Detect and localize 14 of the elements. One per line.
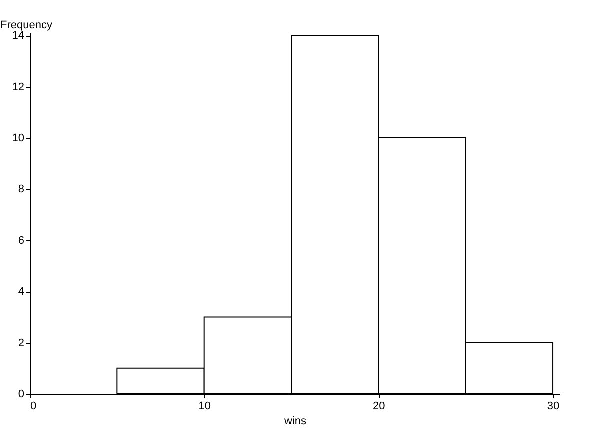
x-tick-label: 20: [373, 400, 386, 412]
y-tick-label: 2: [18, 337, 24, 350]
y-axis-title: Frequency: [0, 20, 53, 32]
y-tick-label: 6: [18, 234, 24, 247]
y-tick-label: 10: [12, 132, 24, 144]
y-tick-label: 8: [18, 184, 24, 196]
y-tick-label: 4: [18, 286, 24, 298]
x-tick-label: 0: [30, 400, 37, 412]
x-axis-title: wins: [283, 416, 307, 428]
y-tick-label: 14: [12, 30, 24, 42]
y-tick-label: 0: [18, 388, 24, 400]
x-tick-label: 10: [198, 400, 211, 412]
x-tick-label: 30: [547, 400, 560, 412]
y-tick-label: 12: [12, 81, 24, 94]
